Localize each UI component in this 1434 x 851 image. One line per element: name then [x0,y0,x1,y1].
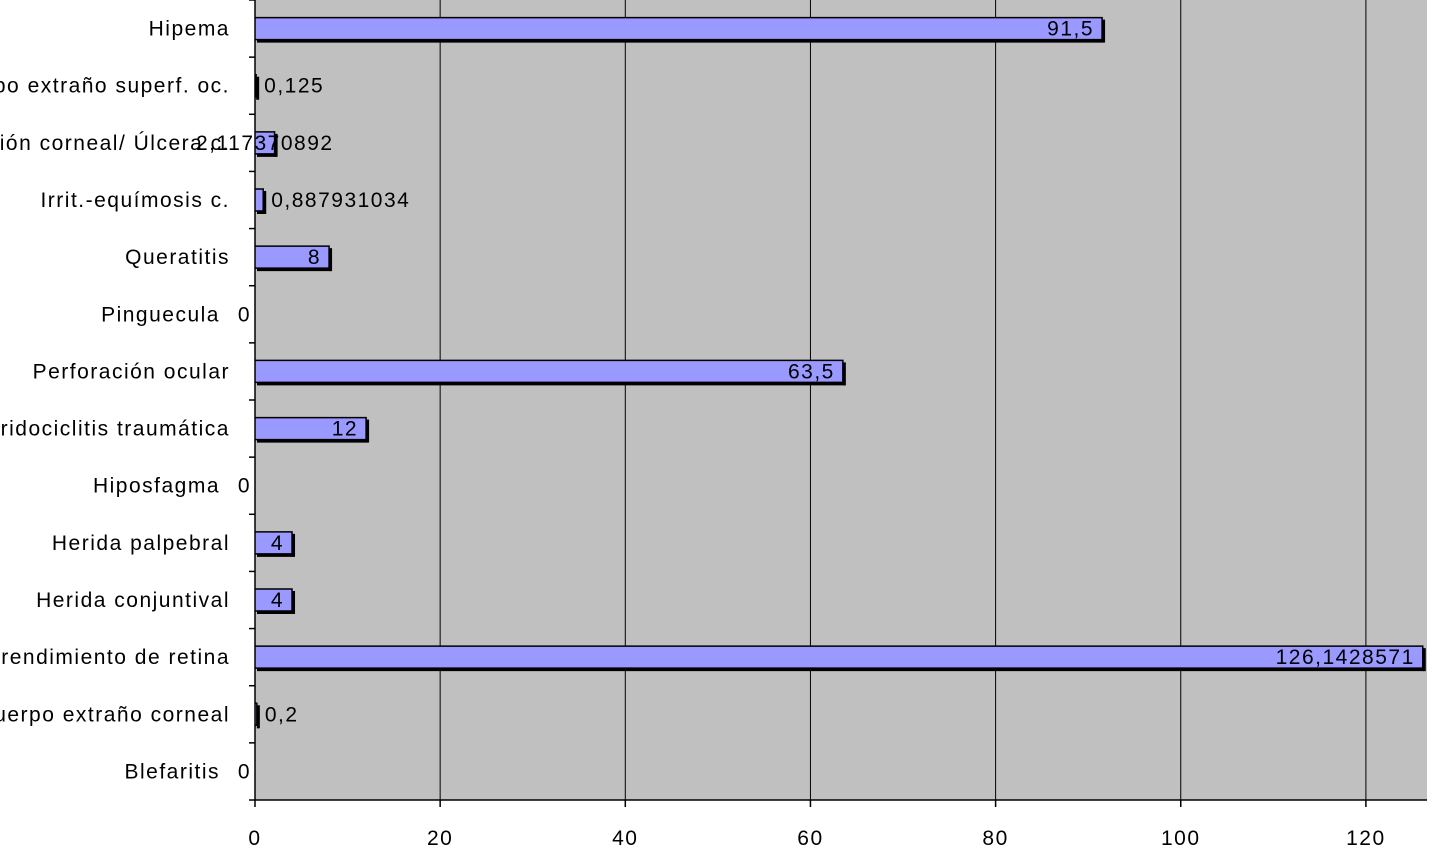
data-label: 0,2 [265,703,299,726]
x-tick-label: 0 [248,827,261,850]
x-tick-labels: 0 20 40 60 80 100 120 [248,827,1386,850]
data-label: 0 [238,303,251,326]
data-label: 8 [308,246,321,269]
bar-outline [255,531,293,555]
category-label: Pinguecula [101,303,220,326]
category-label: Erosión corneal/ Úlcera c. [0,132,230,155]
category-label: Cuerpo extraño superf. oc. [0,75,230,98]
bar [255,189,264,211]
data-labels: 91,5 0,125 2,117370892 0,887931034 8 0 63,5 12 0… [196,18,1415,784]
bar [255,589,293,611]
plot-area [255,0,1427,800]
category-label: Cuerpo extraño corneal [0,703,230,726]
x-tick-label: 100 [1161,827,1201,850]
x-tick-label: 20 [427,827,453,850]
category-label: Hiposfagma [93,475,220,498]
category-labels: Hipema Cuerpo extraño superf. oc. Erosión … [0,18,230,784]
category-label: Herida conjuntival [36,589,230,612]
data-label: 12 [332,418,358,441]
data-label: 0 [238,760,251,783]
bar [255,531,293,554]
x-tick-label: 60 [797,827,823,850]
bar-outline [255,16,1103,41]
x-tick-label: 80 [982,827,1008,850]
bar [255,17,1103,40]
x-tick-label: 40 [612,827,638,850]
category-label: Queratitis [125,246,230,269]
data-label: 0,125 [264,75,324,98]
x-tick-label: 120 [1346,827,1386,850]
data-label: 126,1428571 [1276,646,1415,669]
data-label: 4 [271,532,284,555]
data-label: 0 [238,475,251,498]
category-label: Perforación ocular [33,360,230,383]
bars [255,16,1426,729]
category-label: Desprendimiento de retina [0,646,230,669]
data-label: 63,5 [788,360,835,383]
bar-outline [255,416,367,441]
bar [255,646,1423,669]
category-label: Iridociclitis traumática [0,418,230,441]
category-label: Irrit.-equímosis c. [40,189,230,212]
data-label: 0,887931034 [271,189,410,212]
category-label: Hipema [149,18,230,41]
category-label: Herida palpebral [52,532,230,555]
bar [255,131,275,154]
axes [249,0,1427,807]
data-label: 2,117370892 [196,132,334,155]
bar [255,360,843,383]
bar [255,417,367,440]
bar [255,703,257,726]
data-label: 91,5 [1047,18,1094,41]
bar [255,246,330,269]
category-label: Blefaritis [124,760,220,783]
data-label: 4 [271,589,284,612]
